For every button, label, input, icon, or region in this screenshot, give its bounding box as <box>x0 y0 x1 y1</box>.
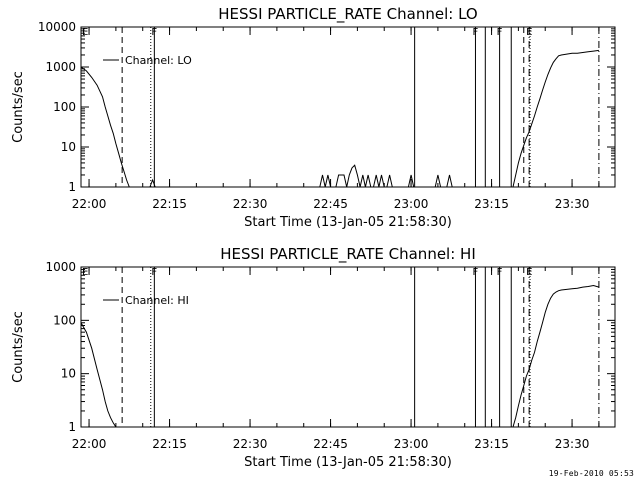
series-group <box>81 49 599 187</box>
y-tick-label: 1 <box>68 420 76 434</box>
series-line <box>81 66 130 187</box>
series-line <box>407 174 415 187</box>
x-tick-label: 23:30 <box>555 197 590 211</box>
series-line <box>81 322 117 427</box>
y-axis-label: Counts/sec <box>11 71 26 143</box>
marker-label: F <box>472 267 478 278</box>
legend-label: Channel: HI <box>125 294 189 307</box>
series-line <box>149 178 156 187</box>
y-tick-label: 1000 <box>45 60 76 74</box>
x-tick-label: 23:00 <box>394 197 429 211</box>
x-axis-label: Start Time (13-Jan-05 21:58:30) <box>244 215 452 230</box>
x-tick-label: 22:45 <box>313 437 348 451</box>
y-axis-label: Counts/sec <box>11 311 26 383</box>
panel-lo: HESSI PARTICLE_RATE Channel: LO Counts/se… <box>11 5 616 230</box>
footer-date: 19-Feb-2010 05:53 <box>548 469 634 478</box>
x-tick-label: 22:30 <box>233 437 268 451</box>
legend-label: Channel: LO <box>125 54 192 67</box>
corner-marker-label: E <box>82 267 88 278</box>
y-tick-label: 100 <box>53 313 76 327</box>
chart-title: HESSI PARTICLE_RATE Channel: HI <box>220 245 476 264</box>
series-line <box>319 164 393 187</box>
y-tick-label: 10000 <box>38 20 76 34</box>
plot-frame <box>80 26 616 188</box>
series-line <box>512 284 600 427</box>
x-tick-label: 22:30 <box>233 197 268 211</box>
x-tick-label: 23:15 <box>474 437 509 451</box>
x-tick-label: 23:00 <box>394 437 429 451</box>
x-tick-label: 23:30 <box>555 437 590 451</box>
series-line <box>512 49 599 187</box>
x-tick-label: 22:15 <box>152 437 187 451</box>
x-tick-label: 22:45 <box>313 197 348 211</box>
plot-frame <box>80 266 616 428</box>
marker-label: F <box>472 27 478 38</box>
x-tick-label: 22:00 <box>72 437 107 451</box>
x-tick-label: 23:15 <box>474 197 509 211</box>
x-axis-label: Start Time (13-Jan-05 21:58:30) <box>244 455 452 470</box>
marker-label: F <box>151 267 157 278</box>
series-line <box>434 174 442 187</box>
marker-label: F <box>497 267 503 278</box>
corner-marker-label: E <box>82 27 88 38</box>
marker-label: F <box>151 27 157 38</box>
y-tick-label: 100 <box>53 100 76 114</box>
x-tick-label: 22:15 <box>152 197 187 211</box>
y-tick-label: 1 <box>68 180 76 194</box>
chart-title: HESSI PARTICLE_RATE Channel: LO <box>218 5 477 24</box>
series-line <box>446 174 453 187</box>
series-group <box>81 284 600 427</box>
y-tick-label: 10 <box>61 367 76 381</box>
panel-hi: HESSI PARTICLE_RATE Channel: HI Counts/se… <box>11 245 616 470</box>
y-tick-label: 10 <box>61 140 76 154</box>
marker-label: E <box>526 27 532 38</box>
marker-label: E <box>526 267 532 278</box>
y-tick-label: 1000 <box>45 260 76 274</box>
marker-label: F <box>497 27 503 38</box>
x-tick-label: 22:00 <box>72 197 107 211</box>
